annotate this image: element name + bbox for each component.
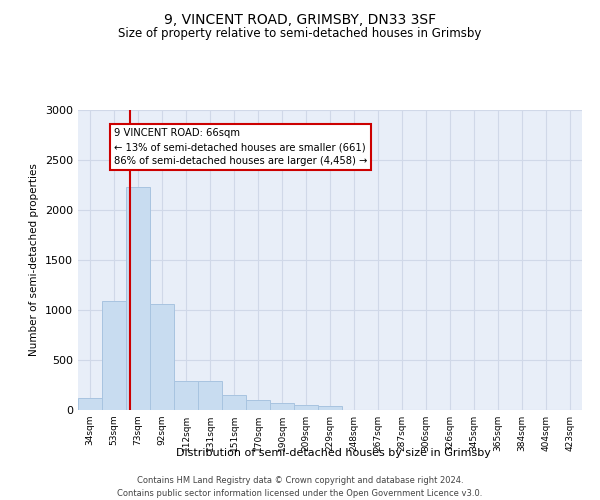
Text: Size of property relative to semi-detached houses in Grimsby: Size of property relative to semi-detach… <box>118 28 482 40</box>
Bar <box>174 380 198 410</box>
Bar <box>222 394 246 410</box>
Bar <box>126 187 150 410</box>
Bar <box>78 398 102 410</box>
Text: Contains HM Land Registry data © Crown copyright and database right 2024.
Contai: Contains HM Land Registry data © Crown c… <box>118 476 482 498</box>
Text: Distribution of semi-detached houses by size in Grimsby: Distribution of semi-detached houses by … <box>176 448 490 458</box>
Bar <box>318 406 342 410</box>
Y-axis label: Number of semi-detached properties: Number of semi-detached properties <box>29 164 40 356</box>
Bar <box>102 301 126 410</box>
Text: 9, VINCENT ROAD, GRIMSBY, DN33 3SF: 9, VINCENT ROAD, GRIMSBY, DN33 3SF <box>164 12 436 26</box>
Bar <box>150 304 174 410</box>
Bar <box>246 400 270 410</box>
Text: 9 VINCENT ROAD: 66sqm
← 13% of semi-detached houses are smaller (661)
86% of sem: 9 VINCENT ROAD: 66sqm ← 13% of semi-deta… <box>114 128 367 166</box>
Bar <box>270 403 294 410</box>
Bar <box>198 380 222 410</box>
Bar <box>294 404 318 410</box>
